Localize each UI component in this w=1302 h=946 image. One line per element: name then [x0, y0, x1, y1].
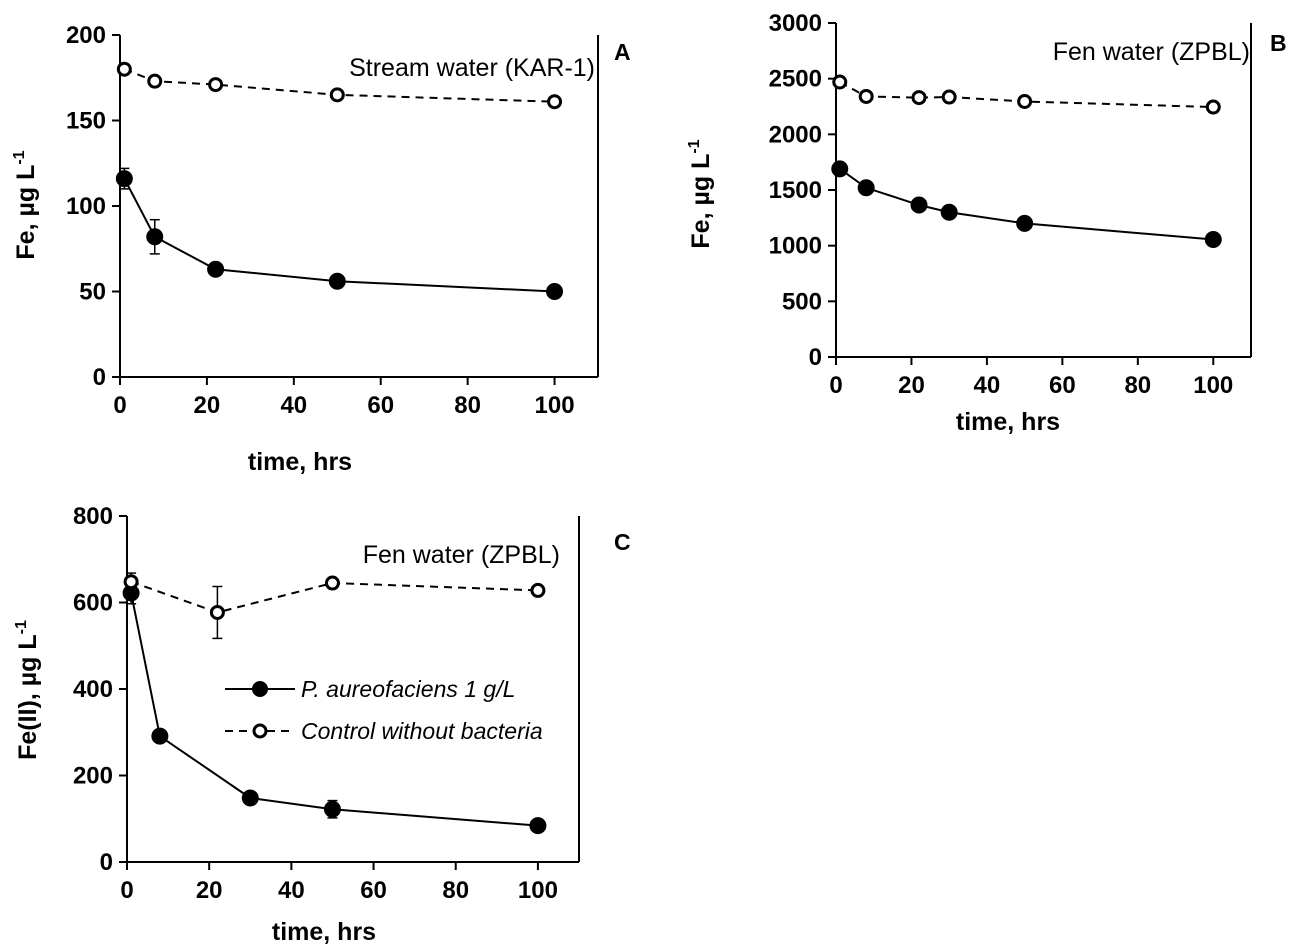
data-point-filled: [940, 203, 958, 221]
y-tick-label: 500: [782, 288, 822, 315]
panel-letter: B: [1270, 30, 1287, 56]
data-point-open: [209, 604, 225, 620]
data-point-open: [123, 574, 139, 590]
x-tick-label: 80: [1124, 372, 1151, 399]
data-point-filled: [1016, 214, 1034, 232]
y-tick-label: 800: [73, 503, 113, 530]
data-point-open: [1205, 99, 1221, 115]
x-tick-label: 0: [113, 392, 126, 419]
x-axis-label: time, hrs: [272, 918, 376, 946]
data-point-filled: [910, 196, 928, 214]
x-tick-label: 40: [280, 392, 307, 419]
x-tick-label: 100: [535, 392, 575, 419]
x-tick-label: 60: [360, 877, 387, 904]
y-tick-label: 600: [73, 590, 113, 617]
x-tick-label: 20: [898, 372, 925, 399]
data-point-filled: [328, 272, 346, 290]
y-tick-label: 0: [93, 364, 106, 391]
data-point-filled: [529, 817, 547, 835]
x-tick-label: 60: [367, 392, 394, 419]
panel-annotation: Fen water (ZPBL): [1053, 38, 1250, 66]
data-point-open: [941, 89, 957, 105]
y-tick-label: 2500: [769, 66, 822, 93]
y-axis-label: Fe, µg L-1: [11, 150, 40, 259]
data-point-filled: [546, 283, 564, 300]
y-axis-label: Fe, µg L-1: [686, 139, 715, 248]
x-tick-label: 0: [829, 372, 842, 399]
data-point-filled: [241, 789, 259, 807]
series-line-control: [839, 81, 1214, 109]
legend-marker-filled: [252, 681, 268, 697]
data-point-open: [116, 61, 132, 77]
x-tick-label: 0: [120, 877, 133, 904]
data-point-open: [911, 90, 927, 106]
y-tick-label: 1500: [769, 177, 822, 204]
data-point-open: [329, 87, 345, 103]
y-tick-label: 0: [100, 849, 113, 876]
x-axis-label: time, hrs: [248, 448, 352, 476]
legend-label: P. aureofaciens 1 g/L: [301, 676, 515, 702]
data-point-open: [147, 73, 163, 89]
data-point-filled: [146, 228, 164, 246]
data-point-filled: [831, 160, 849, 178]
data-point-filled: [207, 260, 225, 278]
panel-letter: C: [614, 529, 631, 555]
chart-panel-a: 0 50 100 150 200 0 20 40 60 80 100 time, hrs Fe, µg …: [11, 22, 631, 476]
x-tick-label: 40: [974, 372, 1001, 399]
y-tick-label: 200: [73, 763, 113, 790]
legend-label: Control without bacteria: [301, 718, 543, 744]
series-line-bacteria: [130, 592, 538, 827]
y-tick-label: 150: [66, 108, 106, 135]
x-tick-label: 100: [1193, 372, 1233, 399]
data-point-open: [858, 88, 874, 104]
data-point-open: [208, 77, 224, 93]
data-point-open: [547, 94, 563, 110]
y-tick-label: 100: [66, 193, 106, 220]
x-tick-label: 40: [278, 877, 305, 904]
panel-letter: A: [614, 39, 631, 65]
data-point-filled: [151, 727, 169, 745]
legend-marker-open: [252, 723, 268, 739]
x-tick-label: 60: [1049, 372, 1076, 399]
panel-annotation: Fen water (ZPBL): [363, 541, 560, 569]
y-tick-label: 1000: [769, 233, 822, 260]
data-point-filled: [323, 800, 341, 818]
x-axis-label: time, hrs: [956, 408, 1060, 436]
data-point-open: [324, 575, 340, 591]
data-point-open: [530, 582, 546, 598]
data-point-open: [832, 74, 848, 90]
y-tick-label: 0: [809, 344, 822, 371]
x-tick-label: 80: [454, 392, 481, 419]
chart-panel-c: 0 200 400 600 800 0 20 40 60 80 100 time, hrs Fe(II)…: [13, 503, 631, 946]
x-tick-label: 20: [196, 877, 223, 904]
chart-panel-b: 0 500 1000 1500 2000 2500 3000 0 20 40 60 80 100 time…: [686, 10, 1287, 436]
data-point-open: [1017, 93, 1033, 109]
y-axis-label: Fe(II), µg L-1: [13, 620, 42, 760]
data-point-filled: [115, 170, 133, 188]
data-point-filled: [857, 179, 875, 197]
series-line-control: [130, 580, 538, 614]
y-tick-label: 400: [73, 676, 113, 703]
panel-annotation: Stream water (KAR-1): [349, 54, 595, 82]
y-tick-label: 200: [66, 22, 106, 49]
x-tick-label: 100: [518, 877, 558, 904]
x-tick-label: 80: [442, 877, 469, 904]
x-tick-label: 20: [194, 392, 221, 419]
y-tick-label: 3000: [769, 10, 822, 37]
y-tick-label: 50: [79, 279, 106, 306]
data-point-filled: [1204, 231, 1222, 249]
y-tick-label: 2000: [769, 121, 822, 148]
series-line-control: [123, 68, 555, 103]
